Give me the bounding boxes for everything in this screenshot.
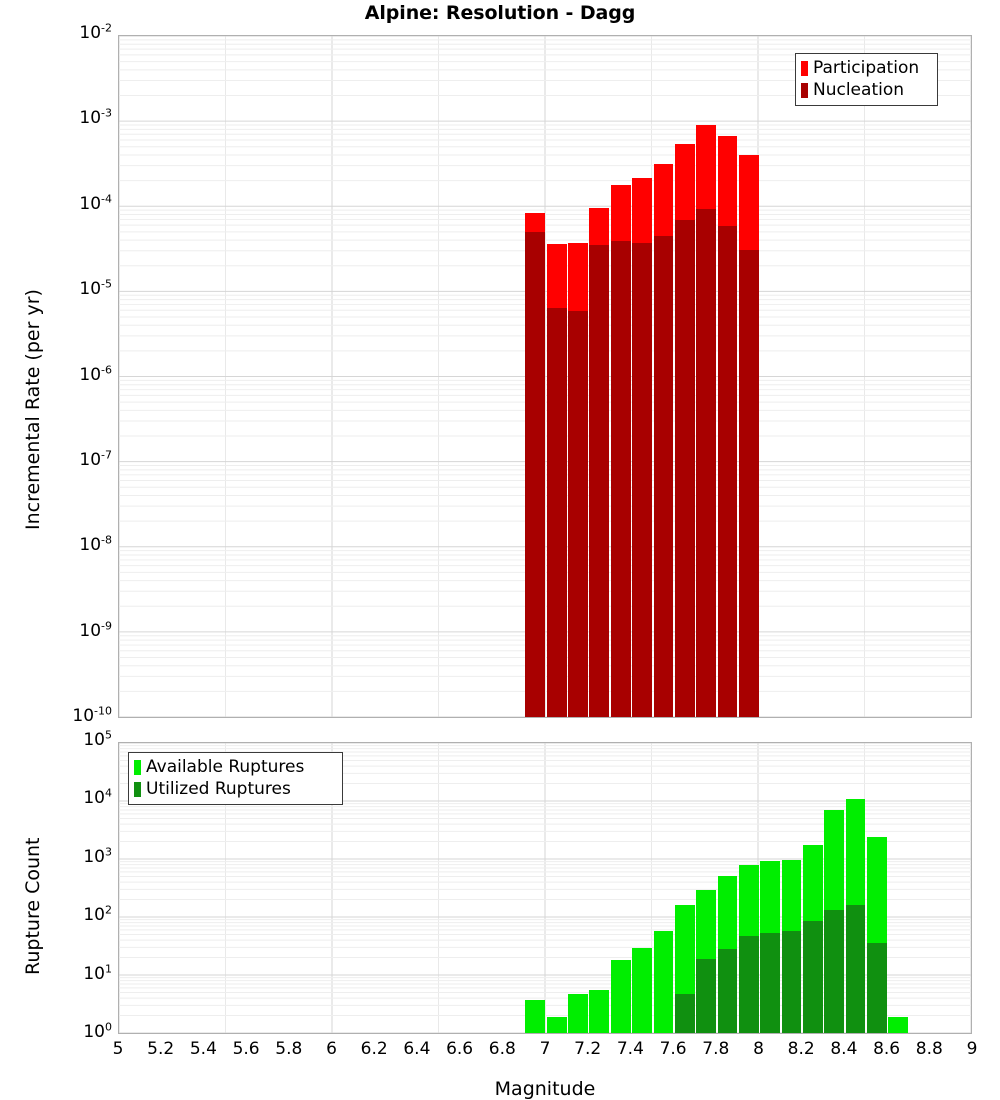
y-tick-label: 10-3: [79, 106, 112, 129]
nucleation-bar: [674, 219, 695, 717]
participation-swatch: [801, 60, 808, 76]
bottom-legend: Available Ruptures Utilized Ruptures: [128, 752, 343, 805]
utilized-ruptures-bar: [845, 904, 866, 1033]
legend-item-utilized-ruptures: Utilized Ruptures: [134, 778, 336, 800]
x-tick-label: 5.2: [147, 1039, 175, 1059]
x-tick-label: 8.2: [787, 1039, 815, 1059]
bottom-panel: Rupture Count 105 104 103 102 101 100 Availab…: [0, 725, 1000, 1100]
x-tick-label: 7: [539, 1039, 551, 1059]
page-title: Alpine: Resolution - Dagg: [364, 2, 636, 24]
x-tick-label: 6.4: [403, 1039, 431, 1059]
x-tick-label: 5.6: [232, 1039, 260, 1059]
x-tick-label: 8.6: [873, 1039, 901, 1059]
y-tick-label: 100: [83, 1020, 112, 1042]
x-tick-label: 7.2: [574, 1039, 602, 1059]
legend-label: Available Ruptures: [146, 756, 305, 777]
y-tick-label: 10-5: [79, 277, 112, 300]
nucleation-bar: [525, 232, 546, 717]
utilized-ruptures-bar: [760, 933, 781, 1033]
available-ruptures-bar: [546, 1017, 567, 1033]
utilized-ruptures-bar: [696, 959, 717, 1033]
top-panel: Incremental Rate (per yr) 10-2 10-3 10-4 10…: [22, 21, 972, 726]
nucleation-bar: [568, 311, 588, 717]
x-tick-label: 5.4: [189, 1039, 217, 1059]
bottom-y-axis-title: Rupture Count: [22, 837, 44, 976]
bottom-bars-layer: [119, 743, 971, 1033]
nucleation-bar: [589, 244, 610, 717]
y-tick-label: 10-10: [72, 704, 112, 726]
nucleation-swatch: [801, 82, 808, 98]
utilized-ruptures-bar: [802, 920, 823, 1033]
y-tick-label: 10-7: [79, 448, 112, 470]
y-tick-label: 101: [83, 961, 112, 984]
y-tick-label: 103: [83, 845, 112, 867]
x-tick-label: 7.8: [702, 1039, 730, 1059]
available-ruptures-bar: [525, 999, 546, 1033]
utilized-ruptures-bar: [717, 948, 738, 1033]
nucleation-bar: [653, 236, 674, 717]
x-tick-label: 7.4: [616, 1039, 644, 1059]
nucleation-bar: [632, 242, 652, 717]
top-y-axis-title: Incremental Rate (per yr): [22, 289, 44, 530]
available-ruptures-bar: [653, 931, 674, 1033]
legend-label: Utilized Ruptures: [146, 778, 291, 799]
x-tick-label: 8.8: [915, 1039, 943, 1059]
x-tick-label: 5: [112, 1039, 124, 1059]
legend-item-participation: Participation: [801, 57, 931, 79]
available-ruptures-bar: [610, 960, 631, 1033]
utilized-ruptures-bar: [738, 935, 759, 1033]
y-tick-label: 10-9: [79, 618, 112, 641]
legend-label: Participation: [813, 57, 920, 78]
x-axis-title: Magnitude: [494, 1078, 596, 1100]
nucleation-bar: [738, 250, 759, 717]
legend-item-nucleation: Nucleation: [801, 79, 931, 101]
y-tick-label: 104: [83, 786, 112, 809]
x-tick-label: 6.2: [360, 1039, 388, 1059]
y-tick-label: 10-4: [79, 192, 112, 214]
utilized-ruptures-bar: [867, 942, 887, 1033]
x-tick-label: 6.8: [488, 1039, 516, 1059]
nucleation-bar: [546, 308, 567, 717]
top-plot-area: [118, 35, 972, 718]
available-ruptures-bar: [632, 947, 652, 1033]
y-tick-label: 10-2: [79, 21, 112, 43]
utilized-ruptures-swatch: [134, 781, 141, 797]
nucleation-bar: [696, 208, 717, 717]
legend-item-available-ruptures: Available Ruptures: [134, 756, 336, 778]
utilized-ruptures-bar: [674, 994, 695, 1033]
utilized-ruptures-bar: [824, 909, 845, 1033]
available-ruptures-swatch: [134, 759, 141, 775]
x-tick-label: 7.6: [659, 1039, 687, 1059]
available-ruptures-bar: [568, 994, 588, 1033]
y-tick-label: 10-6: [79, 362, 112, 385]
y-tick-label: 102: [83, 903, 112, 926]
bottom-plot-area: [118, 742, 972, 1034]
utilized-ruptures-bar: [781, 931, 802, 1033]
top-legend: Participation Nucleation: [795, 53, 938, 106]
legend-label: Nucleation: [813, 79, 905, 100]
y-tick-label: 10-8: [79, 533, 112, 556]
nucleation-bar: [717, 225, 738, 717]
available-ruptures-bar: [888, 1017, 909, 1033]
x-tick-label: 8: [753, 1039, 764, 1059]
available-ruptures-bar: [589, 989, 610, 1033]
y-tick-label: 105: [83, 728, 112, 750]
top-bars-layer: [119, 36, 971, 717]
x-tick-label: 6: [326, 1039, 337, 1059]
x-tick-label: 6.6: [446, 1039, 474, 1059]
x-tick-label: 5.8: [275, 1039, 303, 1059]
x-tick-label: 8.4: [830, 1039, 858, 1059]
x-tick-label: 9: [966, 1039, 978, 1059]
nucleation-bar: [610, 240, 631, 717]
